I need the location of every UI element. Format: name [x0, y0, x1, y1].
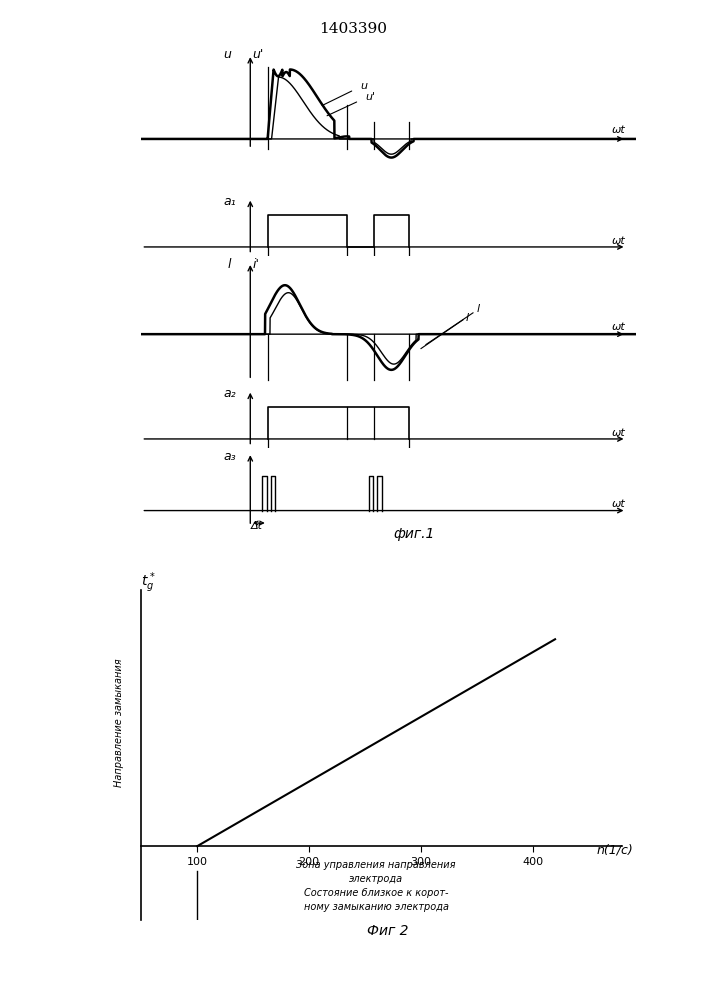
- Text: 1403390: 1403390: [320, 22, 387, 36]
- Text: ному замыканию электрода: ному замыканию электрода: [304, 902, 449, 912]
- Text: i': i': [253, 258, 259, 271]
- Text: u: u: [223, 48, 231, 61]
- Text: Фиг 2: Фиг 2: [367, 924, 408, 938]
- Text: электрода: электрода: [349, 874, 403, 884]
- Text: ωt: ωt: [612, 125, 625, 135]
- Text: Зона управления направления: Зона управления направления: [296, 860, 456, 870]
- Text: u': u': [365, 92, 375, 102]
- Text: u': u': [253, 48, 264, 61]
- Text: u: u: [360, 81, 367, 91]
- Text: a₁: a₁: [223, 195, 235, 208]
- Text: l: l: [465, 313, 469, 323]
- Text: a₂: a₂: [223, 387, 235, 400]
- Text: a₃: a₃: [223, 450, 235, 463]
- Text: $t_g^*$: $t_g^*$: [141, 570, 156, 595]
- Text: n(1/c): n(1/c): [597, 844, 633, 857]
- Text: ωt: ωt: [612, 236, 625, 246]
- Text: Δt: Δt: [250, 521, 262, 531]
- Text: Направление замыкания: Направление замыкания: [114, 659, 124, 787]
- Text: Состояние близкое к корот-: Состояние близкое к корот-: [304, 888, 448, 898]
- Text: l: l: [477, 304, 480, 314]
- Text: фиг.1: фиг.1: [393, 527, 434, 541]
- Text: l: l: [228, 258, 231, 271]
- Text: ωt: ωt: [612, 428, 625, 438]
- Text: ωt: ωt: [612, 322, 625, 332]
- Text: ωt: ωt: [612, 499, 625, 509]
